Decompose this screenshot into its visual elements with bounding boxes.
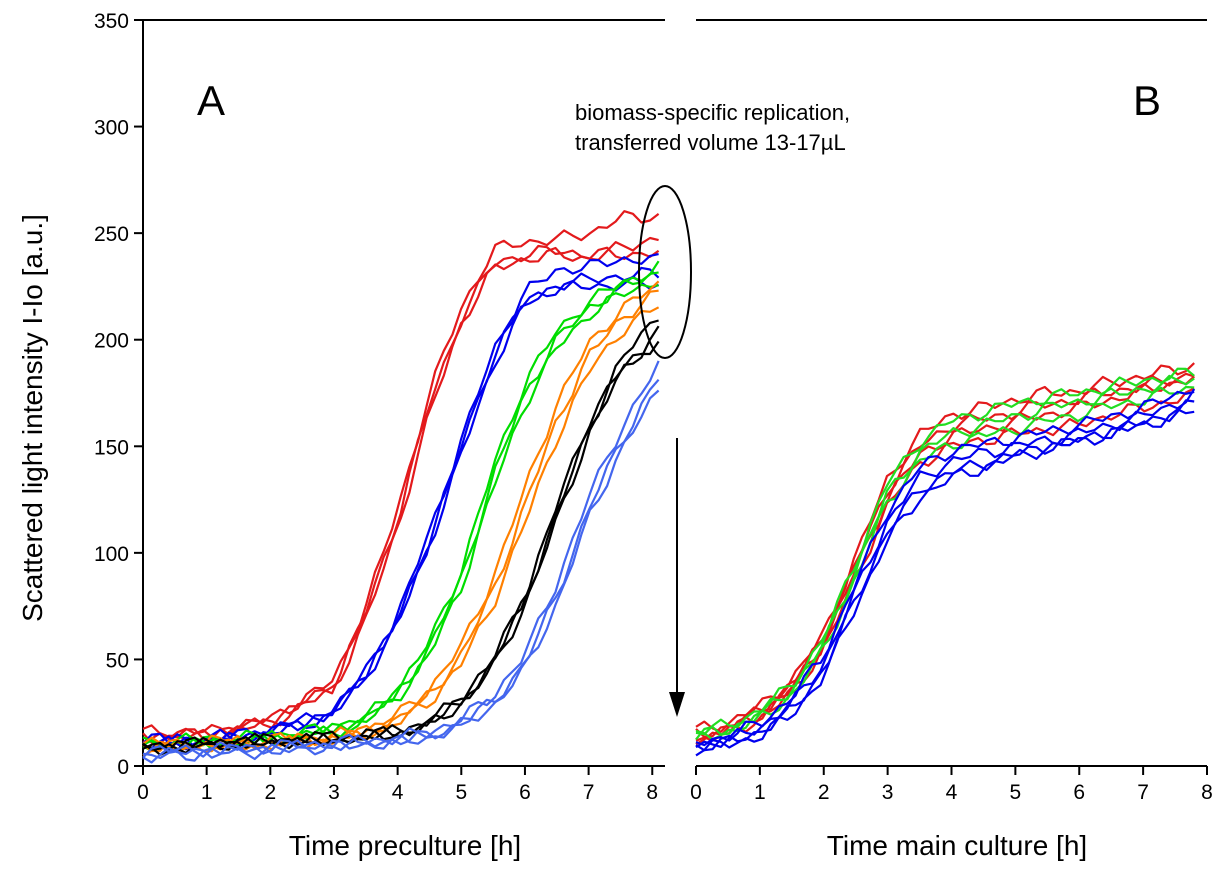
annotation-arrow <box>669 438 685 717</box>
x-tick-label-b: 1 <box>754 781 766 804</box>
panel-a: 0 1 2 3 4 5 6 7 8 0 50 100 150 200 250 300 350 <box>94 10 665 804</box>
series-line-a-17 <box>142 360 660 759</box>
x-tick-label-b: 4 <box>946 781 958 804</box>
x-tick-label-a: 1 <box>201 781 213 804</box>
y-tick-label: 0 <box>117 756 129 779</box>
x-tick-label-b: 8 <box>1201 781 1213 804</box>
series-line-a-9 <box>142 260 660 749</box>
x-tick-label-b: 3 <box>882 781 894 804</box>
y-tick-label: 50 <box>106 649 129 672</box>
x-tick-label-a: 4 <box>392 781 404 804</box>
series-line-b-1 <box>695 362 1195 733</box>
x-tick-label-b: 6 <box>1073 781 1085 804</box>
series-line-b-6 <box>695 374 1195 741</box>
panel-b: 0 1 2 3 4 5 6 7 8 <box>690 19 1213 804</box>
y-axis-title: Scattered light intensity I-Io [a.u.] <box>17 214 48 622</box>
x-tick-label-b: 7 <box>1137 781 1149 804</box>
series-line-a-18 <box>142 389 660 762</box>
series-line-b-11 <box>695 408 1195 757</box>
series-line-a-15 <box>142 325 660 756</box>
series-line-a-1 <box>142 210 660 741</box>
panel-b-letter: B <box>1133 77 1161 124</box>
series-line-a-11 <box>142 306 660 757</box>
series-line-a-6 <box>142 275 660 745</box>
y-tick-label: 300 <box>94 117 129 140</box>
series-line-a-14 <box>142 340 660 752</box>
series-line-a-4 <box>142 253 659 749</box>
x-tick-label-b: 0 <box>690 781 702 804</box>
y-tick-label: 100 <box>94 543 129 566</box>
series-line-b-10 <box>695 399 1195 752</box>
x-axis-title-b: Time main culture [h] <box>827 830 1087 861</box>
series-line-b-2 <box>695 372 1195 739</box>
y-tick-label: 150 <box>94 436 129 459</box>
x-tick-label-b: 2 <box>818 781 830 804</box>
x-tick-label-a: 7 <box>583 781 595 804</box>
series-line-b-8 <box>695 390 1195 747</box>
series-line-a-16 <box>142 378 660 764</box>
y-tick-label: 350 <box>94 10 129 33</box>
y-tick-label: 250 <box>94 223 129 246</box>
annotation-ellipse <box>638 185 692 359</box>
series-line-b-7 <box>695 385 1195 741</box>
x-tick-label-a: 6 <box>519 781 531 804</box>
x-tick-label-a: 5 <box>455 781 467 804</box>
series-line-a-3 <box>142 244 660 744</box>
y-tick-label: 200 <box>94 330 129 353</box>
panel-a-letter: A <box>197 77 225 124</box>
series-line-b-5 <box>695 367 1195 736</box>
x-axis-title-a: Time preculture [h] <box>289 830 521 861</box>
annotation-line-2: transferred volume 13-17µL <box>575 130 846 155</box>
x-tick-label-a: 2 <box>264 781 276 804</box>
annotation-line-1: biomass-specific replication, <box>575 100 850 125</box>
x-tick-label-a: 8 <box>646 781 658 804</box>
x-tick-label-b: 5 <box>1010 781 1022 804</box>
x-tick-label-a: 3 <box>328 781 340 804</box>
series-line-b-4 <box>695 387 1195 742</box>
x-tick-label-a: 0 <box>137 781 149 804</box>
